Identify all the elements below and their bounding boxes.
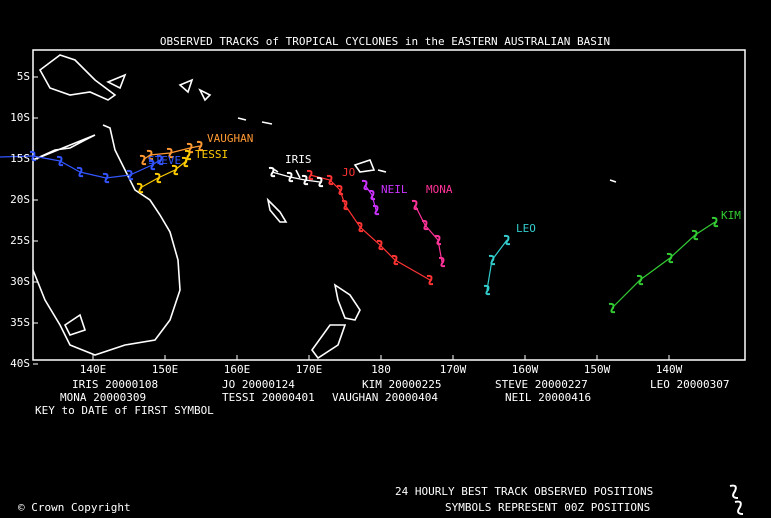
- y-axis-label: 25S: [10, 234, 30, 247]
- x-axis-label: 160E: [224, 363, 251, 376]
- key-entry: IRIS 20000108: [72, 378, 158, 391]
- cyclone-symbol: [171, 164, 179, 176]
- key-note: KEY to DATE of FIRST SYMBOL: [35, 404, 214, 417]
- cyclone-symbol: [148, 159, 156, 171]
- cyclone-symbol: [139, 154, 147, 166]
- key-entry: MONA 20000309: [60, 391, 146, 404]
- cyclone-symbol: [368, 189, 376, 201]
- x-axis-label: 160W: [512, 363, 539, 376]
- track: [271, 171, 321, 183]
- cyclone-symbol: [336, 184, 344, 196]
- cyclone-symbol: [184, 149, 192, 161]
- key-entry: STEVE 20000227: [495, 378, 588, 391]
- cyclone-symbol: [421, 219, 429, 231]
- cyclone-symbol: [711, 216, 719, 228]
- track: [414, 204, 443, 263]
- storm-label: TESSI: [195, 148, 228, 161]
- storm-label: KIM: [721, 209, 741, 222]
- x-axis-label: 140W: [656, 363, 683, 376]
- cyclone-symbol: [76, 166, 84, 178]
- cyclone-symbol: [372, 204, 380, 216]
- key-entry: VAUGHAN 20000404: [332, 391, 438, 404]
- legend-symbol: [729, 484, 739, 499]
- cyclone-symbol: [608, 302, 616, 314]
- cyclone-symbol: [426, 274, 434, 286]
- footer-line: 24 HOURLY BEST TRACK OBSERVED POSITIONS: [395, 485, 653, 498]
- track: [486, 239, 508, 291]
- y-axis-label: 15S: [10, 152, 30, 165]
- map-frame: [32, 49, 746, 361]
- key-entry: NEIL 20000416: [505, 391, 591, 404]
- key-entry: TESSI 20000401: [222, 391, 315, 404]
- x-axis-label: 170E: [296, 363, 323, 376]
- storm-label: STEVE: [148, 154, 181, 167]
- cyclone-symbol: [483, 284, 491, 296]
- map-title: OBSERVED TRACKS of TROPICAL CYCLONES in …: [160, 35, 610, 48]
- cyclone-symbol: [306, 169, 314, 181]
- storm-label: IRIS: [285, 153, 312, 166]
- storm-label: LEO: [516, 222, 536, 235]
- track: [611, 221, 716, 309]
- cyclone-symbol: [391, 254, 399, 266]
- cyclone-symbol: [156, 154, 164, 166]
- cyclone-symbol: [434, 234, 442, 246]
- cyclone-symbol: [56, 155, 64, 167]
- cyclone-symbol: [316, 176, 324, 188]
- y-axis-label: 20S: [10, 193, 30, 206]
- cyclone-symbol: [136, 182, 144, 194]
- position-symbols: [29, 140, 719, 314]
- cyclone-symbol: [376, 239, 384, 251]
- cyclone-symbol: [341, 199, 349, 211]
- storm-label: JO: [342, 166, 355, 179]
- cyclone-symbol: [146, 149, 154, 161]
- track: [0, 155, 161, 179]
- x-axis-label: 180: [371, 363, 391, 376]
- x-axis-label: 150E: [152, 363, 179, 376]
- cyclone-symbol: [488, 254, 496, 266]
- footer-line: SYMBOLS REPRESENT 00Z POSITIONS: [445, 501, 650, 514]
- cyclone-symbol: [126, 169, 134, 181]
- cyclone-symbol: [666, 252, 674, 264]
- cyclone-symbol: [181, 156, 189, 168]
- key-entry: JO 20000124: [222, 378, 295, 391]
- coastlines: [32, 54, 617, 360]
- cyclone-symbol: [301, 174, 309, 186]
- x-axis-label: 150W: [584, 363, 611, 376]
- storm-label: NEIL: [381, 183, 408, 196]
- cyclone-symbol: [166, 147, 174, 159]
- y-axis-label: 10S: [10, 111, 30, 124]
- copyright: © Crown Copyright: [18, 501, 131, 514]
- cyclone-symbol: [361, 179, 369, 191]
- cyclone-symbol: [326, 174, 334, 186]
- cyclone-symbol: [102, 172, 110, 184]
- cyclone-symbol: [438, 256, 446, 268]
- cyclone-symbol: [268, 166, 276, 178]
- cyclone-symbol: [29, 150, 37, 162]
- key-entry: KIM 20000225: [362, 378, 441, 391]
- y-axis-label: 40S: [10, 357, 30, 370]
- cyclone-symbol: [691, 229, 699, 241]
- x-axis-label: 170W: [440, 363, 467, 376]
- storm-label: VAUGHAN: [207, 132, 253, 145]
- key-entry: LEO 20000307: [650, 378, 729, 391]
- y-axis-label: 5S: [17, 70, 30, 83]
- track: [309, 174, 431, 281]
- cyclone-symbol: [154, 172, 162, 184]
- legend-symbol: [734, 500, 744, 515]
- cyclone-symbol: [503, 234, 511, 246]
- y-axis-label: 30S: [10, 275, 30, 288]
- y-axis-label: 35S: [10, 316, 30, 329]
- storm-label: MONA: [426, 183, 453, 196]
- cyclone-symbol: [411, 199, 419, 211]
- x-axis-label: 140E: [80, 363, 107, 376]
- cyclone-symbol: [356, 221, 364, 233]
- cyclone-symbol: [196, 140, 204, 152]
- cyclone-tracks: [0, 145, 716, 309]
- cyclone-symbol: [636, 274, 644, 286]
- cyclone-symbol: [286, 171, 294, 183]
